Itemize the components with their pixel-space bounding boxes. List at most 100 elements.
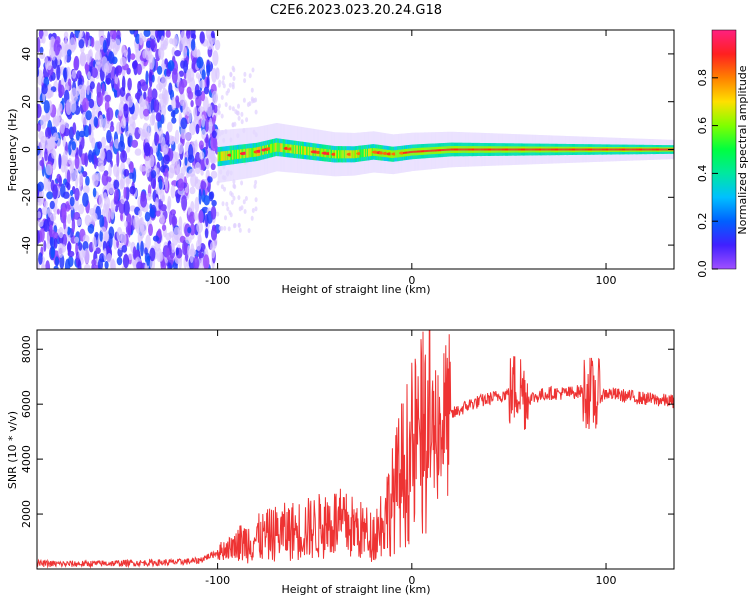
- faint-blob: [229, 72, 232, 77]
- noise-blob: [44, 100, 50, 113]
- noise-blob: [41, 157, 44, 171]
- noise-blob: [37, 123, 41, 132]
- noise-blob: [191, 25, 196, 38]
- top-y-tick-label: 20: [20, 95, 33, 109]
- faint-blob: [252, 68, 255, 73]
- noise-blob: [141, 222, 147, 236]
- noise-blob: [148, 224, 153, 236]
- noise-blob: [198, 252, 204, 258]
- faint-blob: [248, 101, 251, 106]
- noise-blob: [167, 262, 172, 274]
- colorbar-label: Normalized spectral amplitude: [736, 65, 749, 234]
- noise-blob: [149, 208, 155, 218]
- noise-blob: [65, 259, 70, 275]
- noise-blob: [123, 104, 128, 118]
- noise-blob: [74, 237, 79, 243]
- noise-blob: [171, 185, 176, 199]
- noise-blob: [133, 246, 137, 259]
- noise-blob: [206, 64, 210, 77]
- noise-blob: [211, 206, 217, 220]
- noise-blob: [196, 72, 200, 79]
- noise-blob: [92, 236, 96, 251]
- noise-blob: [54, 238, 58, 249]
- bottom-y-tick-label: 6000: [20, 390, 33, 418]
- noise-blob: [210, 241, 216, 251]
- noise-blob: [57, 116, 61, 125]
- faint-blob: [240, 112, 243, 117]
- noise-blob: [129, 186, 136, 194]
- faint-blob: [254, 184, 257, 189]
- faint-blob: [221, 95, 224, 100]
- noise-blob: [195, 162, 201, 174]
- noise-blob: [85, 176, 90, 186]
- noise-blob: [114, 90, 117, 98]
- bottom-y-tick-label: 8000: [20, 335, 33, 363]
- noise-blob: [102, 83, 105, 96]
- noise-blob: [156, 211, 161, 217]
- noise-blob: [75, 155, 80, 169]
- noise-blob: [187, 227, 191, 233]
- noise-blob: [43, 219, 49, 232]
- noise-blob: [64, 32, 69, 40]
- noise-blob: [140, 241, 144, 257]
- noise-blob: [70, 169, 76, 181]
- noise-blob: [198, 210, 203, 223]
- noise-blob: [74, 188, 79, 201]
- spectrogram-marks: [34, 24, 676, 276]
- faint-blob: [216, 212, 219, 217]
- faint-blob: [239, 206, 242, 211]
- noise-blob: [84, 152, 88, 166]
- noise-blob: [136, 220, 142, 234]
- noise-blob: [100, 227, 106, 233]
- noise-blob: [117, 257, 123, 266]
- noise-blob: [189, 187, 195, 195]
- faint-blob: [229, 83, 232, 88]
- noise-blob: [106, 107, 113, 121]
- noise-blob: [44, 30, 48, 36]
- faint-blob: [251, 88, 254, 93]
- faint-blob: [241, 119, 244, 124]
- noise-blob: [131, 114, 137, 121]
- noise-blob: [121, 117, 127, 128]
- noise-blob: [146, 193, 152, 201]
- noise-blob: [106, 130, 112, 143]
- faint-blob: [225, 102, 228, 107]
- top-y-tick-label: 40: [20, 47, 33, 61]
- noise-blob: [146, 256, 149, 266]
- faint-blob: [243, 72, 246, 77]
- noise-blob: [42, 36, 46, 44]
- noise-blob: [124, 221, 127, 227]
- noise-blob: [102, 173, 109, 186]
- noise-blob: [92, 173, 98, 187]
- top-x-tick-label: 100: [596, 274, 617, 287]
- noise-blob: [108, 164, 112, 177]
- noise-blob: [78, 260, 82, 276]
- noise-blob: [120, 212, 123, 221]
- top-y-tick-label: -40: [20, 236, 33, 254]
- noise-blob: [211, 31, 215, 39]
- noise-blob: [166, 248, 170, 261]
- noise-blob: [46, 164, 53, 175]
- noise-blob: [57, 209, 60, 215]
- faint-blob: [249, 73, 252, 78]
- noise-blob: [126, 131, 130, 138]
- faint-blob: [222, 75, 225, 80]
- noise-blob: [181, 167, 186, 176]
- faint-blob: [222, 201, 225, 206]
- noise-blob: [60, 119, 65, 134]
- noise-blob: [123, 254, 129, 268]
- noise-blob: [72, 217, 75, 233]
- noise-blob: [131, 140, 138, 148]
- noise-blob: [188, 91, 193, 100]
- noise-blob: [161, 36, 165, 51]
- noise-blob: [191, 39, 196, 51]
- noise-blob: [67, 242, 72, 252]
- bottom-y-tick-label: 2000: [20, 500, 33, 528]
- noise-blob: [97, 141, 102, 149]
- noise-blob: [110, 260, 113, 269]
- faint-blob: [217, 109, 220, 114]
- noise-blob: [159, 178, 163, 189]
- noise-blob: [44, 148, 48, 161]
- noise-blob: [167, 122, 173, 133]
